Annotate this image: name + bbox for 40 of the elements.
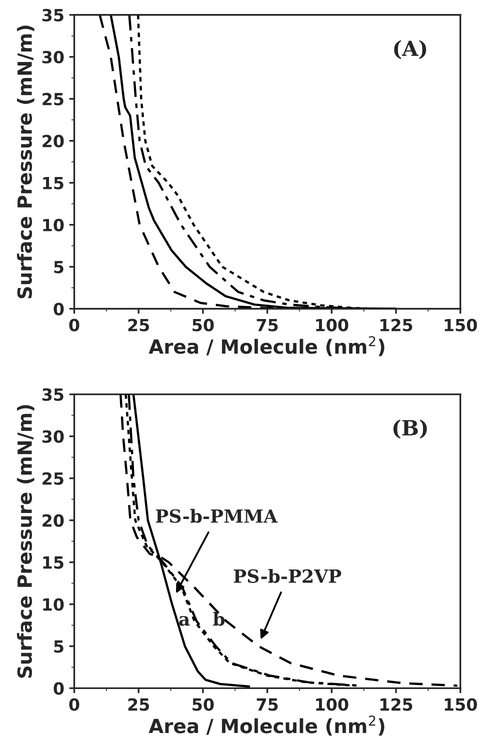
- y-tick-label: 30: [42, 430, 64, 443]
- x-tick-label: 125: [380, 318, 412, 332]
- y-tick-label: 15: [43, 176, 64, 190]
- y-tick-label: 0: [54, 682, 64, 695]
- x-tick-label: 25: [128, 318, 150, 332]
- annotation: PS-b-PMMA: [156, 508, 278, 523]
- y-tick-label: 15: [43, 556, 64, 569]
- y-tick-label: 30: [42, 50, 64, 64]
- y-tick-label: 35: [42, 388, 64, 401]
- y-tick-label: 25: [42, 472, 64, 485]
- x-tick-label: 150: [444, 698, 477, 711]
- y-tick-label: 10: [43, 218, 64, 232]
- x-tick-label: 100: [316, 318, 348, 332]
- x-tick-label: 50: [192, 698, 214, 711]
- annotation: b: [213, 612, 225, 626]
- y-tick-label: 5: [54, 260, 64, 274]
- x-tick-label: 0: [69, 318, 80, 332]
- x-tick-label: 150: [444, 318, 477, 332]
- y-tick-label: 0: [54, 302, 64, 316]
- y-tick-label: 20: [42, 134, 64, 148]
- x-tick-label: 0: [69, 698, 80, 711]
- x-tick-label: 125: [380, 698, 412, 711]
- x-tick-label: 50: [192, 318, 214, 332]
- annotation: (A): [394, 40, 426, 60]
- annotation: a: [179, 616, 190, 626]
- x-tick-label: 100: [316, 698, 348, 711]
- y-axis-title: Surface Pressure (mN/m): [16, 26, 34, 298]
- y-tick-label: 35: [42, 8, 64, 22]
- x-axis-title: Area / Molecule (nm$^{2}$): [148, 336, 384, 356]
- annotation: PS-b-P2VP: [234, 568, 342, 583]
- y-tick-label: 20: [42, 514, 64, 527]
- x-tick-label: 25: [128, 698, 150, 711]
- y-tick-label: 5: [54, 640, 64, 653]
- x-tick-label: 75: [256, 698, 278, 711]
- x-tick-label: 75: [256, 318, 278, 332]
- y-axis-title: Surface Pressure (mN/m): [16, 405, 34, 678]
- annotation: (B): [393, 420, 427, 439]
- y-tick-label: 25: [42, 92, 64, 106]
- x-axis-title: Area / Molecule (nm$^{2}$): [148, 716, 384, 736]
- y-tick-label: 10: [43, 598, 64, 611]
